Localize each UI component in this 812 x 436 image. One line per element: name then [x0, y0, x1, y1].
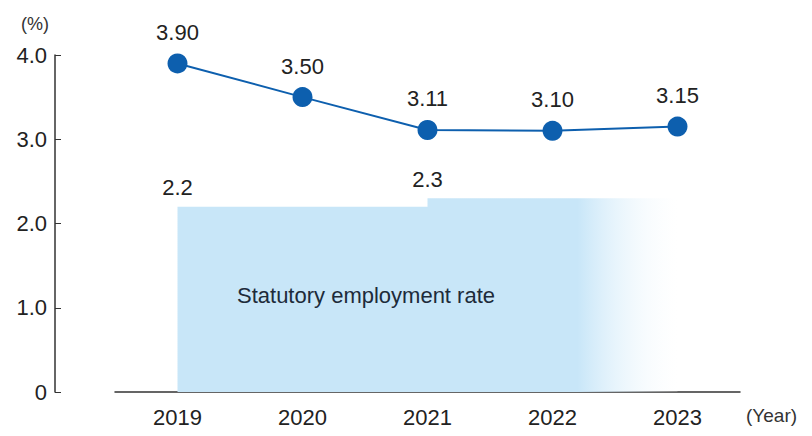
svg-text:2023: 2023: [653, 405, 702, 430]
svg-text:2020: 2020: [278, 405, 327, 430]
svg-text:1.0: 1.0: [16, 295, 47, 320]
svg-text:(%): (%): [21, 14, 49, 34]
svg-text:3.10: 3.10: [531, 87, 574, 112]
svg-text:2.2: 2.2: [162, 175, 193, 200]
svg-text:2.0: 2.0: [16, 211, 47, 236]
svg-text:Statutory employment rate: Statutory employment rate: [237, 283, 495, 308]
svg-text:(Year): (Year): [746, 405, 797, 426]
svg-text:2.3: 2.3: [412, 167, 443, 192]
svg-text:4.0: 4.0: [16, 43, 47, 68]
svg-text:3.50: 3.50: [281, 54, 324, 79]
svg-text:3.15: 3.15: [656, 83, 699, 108]
svg-text:0: 0: [35, 380, 47, 405]
svg-text:3.90: 3.90: [156, 20, 199, 45]
svg-text:2019: 2019: [153, 405, 202, 430]
svg-text:3.11: 3.11: [407, 86, 448, 111]
svg-text:2022: 2022: [528, 405, 577, 430]
svg-text:2021: 2021: [403, 405, 452, 430]
svg-text:3.0: 3.0: [16, 127, 47, 152]
